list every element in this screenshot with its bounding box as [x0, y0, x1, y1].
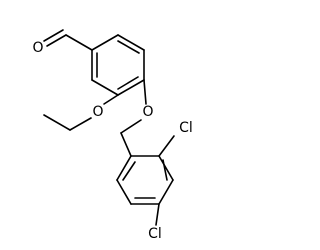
bond-inner	[117, 40, 140, 54]
atom-label: O	[32, 40, 43, 56]
bonds	[43, 29, 175, 226]
bond	[117, 79, 145, 96]
bond-double	[43, 29, 64, 42]
bond	[69, 117, 92, 131]
atom-label: O	[92, 104, 103, 120]
bond	[155, 203, 160, 226]
structure-diagram: O O O Cl Cl	[32, 29, 193, 242]
bond-inner	[117, 76, 139, 90]
bond	[116, 179, 132, 205]
bond	[46, 34, 67, 47]
page: O O O Cl Cl (() => { const data = JSON.p…	[32, 29, 193, 242]
bond	[158, 179, 174, 205]
bond	[158, 155, 174, 181]
bond	[91, 79, 119, 96]
bond	[143, 79, 147, 105]
bond	[43, 114, 71, 131]
atom-label: O	[142, 104, 153, 120]
atom-label: Cl	[179, 120, 193, 136]
bond	[91, 34, 119, 51]
bond-inner	[122, 161, 136, 181]
bond-inner	[162, 159, 168, 181]
bond	[120, 119, 142, 134]
bond	[65, 34, 93, 51]
bond	[117, 34, 145, 51]
atom-label: Cl	[148, 226, 162, 242]
bond	[158, 135, 175, 157]
bond	[116, 155, 132, 181]
bond	[103, 94, 119, 105]
bond	[120, 132, 132, 157]
